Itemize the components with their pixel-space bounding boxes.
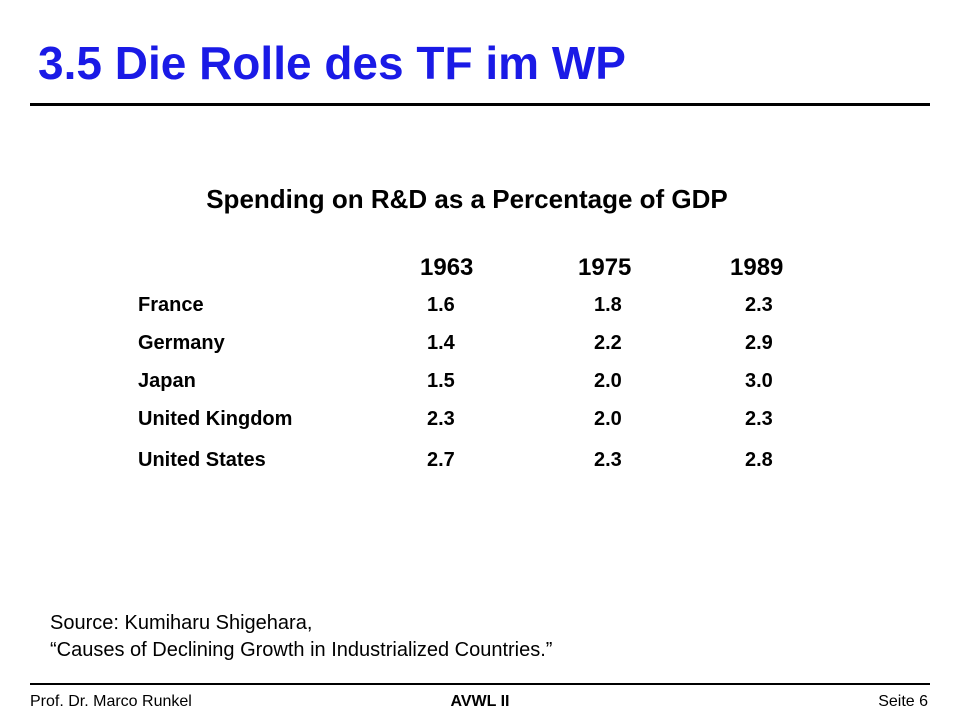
table-value: 2.7 bbox=[427, 449, 455, 471]
year-header-1975: 1975 bbox=[578, 254, 632, 281]
slide-title: 3.5 Die Rolle des TF im WP bbox=[38, 37, 626, 89]
footer-author: Prof. Dr. Marco Runkel bbox=[30, 693, 192, 710]
table-title: Spending on R&D as a Percentage of GDP bbox=[206, 184, 728, 214]
country-label: United Kingdom bbox=[138, 408, 293, 430]
table-value: 2.8 bbox=[745, 449, 773, 471]
footer-course: AVWL II bbox=[450, 693, 510, 710]
table-value: 1.5 bbox=[427, 370, 455, 392]
table-value: 2.3 bbox=[745, 294, 773, 316]
table-value: 2.9 bbox=[745, 332, 773, 354]
country-label: United States bbox=[138, 449, 266, 471]
table-value: 2.0 bbox=[594, 370, 622, 392]
footer-divider bbox=[30, 683, 930, 685]
footer-page-number: Seite 6 bbox=[878, 693, 928, 710]
table-value: 1.4 bbox=[427, 332, 455, 354]
source-note: Source: Kumiharu Shigehara, “Causes of D… bbox=[50, 610, 552, 664]
title-divider bbox=[30, 103, 930, 106]
country-label: Japan bbox=[138, 370, 196, 392]
table-value: 1.6 bbox=[427, 294, 455, 316]
source-line: “Causes of Declining Growth in Industria… bbox=[50, 639, 553, 661]
table-value: 1.8 bbox=[594, 294, 622, 316]
year-header-1989: 1989 bbox=[730, 254, 784, 281]
country-label: France bbox=[138, 294, 204, 316]
table-value: 2.3 bbox=[594, 449, 622, 471]
source-line: Source: Kumiharu Shigehara, bbox=[50, 612, 313, 634]
table-value: 2.3 bbox=[427, 408, 455, 430]
country-label: Germany bbox=[138, 332, 225, 354]
table-value: 2.2 bbox=[594, 332, 622, 354]
year-header-1963: 1963 bbox=[420, 254, 474, 281]
table-value: 2.3 bbox=[745, 408, 773, 430]
table-value: 2.0 bbox=[594, 408, 622, 430]
table-value: 3.0 bbox=[745, 370, 773, 392]
